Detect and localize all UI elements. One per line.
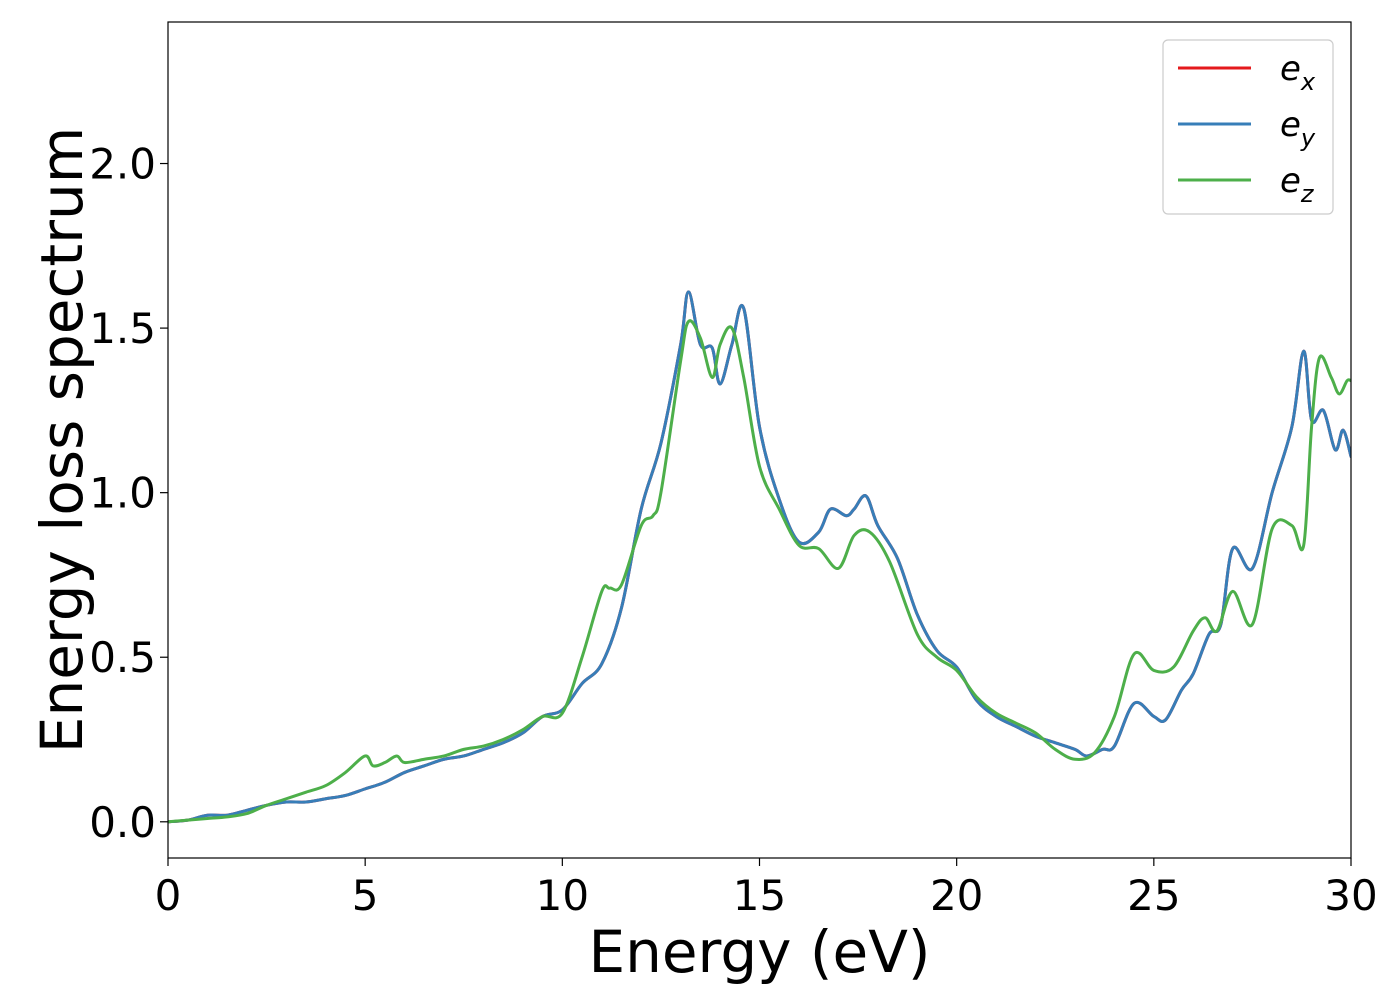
x-axis-title: Energy (eV) — [588, 918, 930, 986]
x-tick-label: 30 — [1324, 871, 1377, 920]
y-tick-label: 2.0 — [89, 140, 156, 189]
x-tick-label: 15 — [733, 871, 786, 920]
x-tick-label: 25 — [1127, 871, 1180, 920]
x-tick-label: 10 — [536, 871, 589, 920]
series-lines — [168, 290, 1351, 824]
legend-label-base: e — [1280, 105, 1301, 145]
legend-label-subscript: x — [1300, 68, 1316, 96]
legend-label-y: ey — [1280, 105, 1316, 152]
y-tick-label: 1.0 — [89, 469, 156, 518]
x-tick-label: 0 — [155, 871, 182, 920]
x-axis-ticks: 0 5 10 15 20 25 30 — [155, 858, 1378, 920]
y-axis-title: Energy loss spectrum — [28, 127, 96, 753]
x-tick-label: 5 — [352, 871, 379, 920]
y-axis-ticks: 0.0 0.5 1.0 1.5 2.0 — [89, 140, 168, 847]
y-tick-label: 0.0 — [89, 798, 156, 847]
legend-label-subscript: y — [1300, 124, 1316, 152]
y-tick-label: 0.5 — [89, 633, 156, 682]
x-tick-label: 20 — [930, 871, 983, 920]
series-line-y — [168, 290, 1351, 824]
legend-label-z: ez — [1280, 161, 1315, 208]
legend-box — [1162, 39, 1334, 215]
legend-label-base: e — [1280, 161, 1301, 201]
series-line-z — [168, 319, 1351, 824]
legend-label-x: ex — [1280, 49, 1316, 96]
y-tick-label: 1.5 — [89, 304, 156, 353]
legend-label-subscript: z — [1300, 180, 1315, 208]
legend-label-base: e — [1280, 49, 1301, 89]
